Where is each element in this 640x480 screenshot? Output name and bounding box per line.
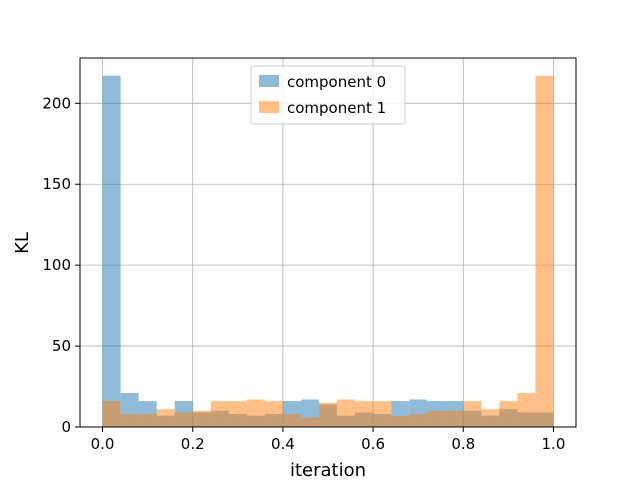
legend-swatch [259, 101, 279, 113]
histogram-bar-series-1 [445, 410, 464, 427]
x-tick-label: 0.6 [361, 435, 385, 453]
histogram-bar-series-1 [210, 401, 229, 427]
histogram-bar-series-1 [535, 75, 554, 427]
y-tick-label: 150 [42, 175, 71, 193]
histogram-bar-series-1 [174, 412, 193, 427]
histogram-bar-series-1 [391, 415, 410, 427]
histogram-bar-series-1 [138, 414, 157, 427]
legend-label: component 0 [287, 73, 386, 91]
histogram-bar-series-1 [192, 410, 211, 427]
histogram-bar-series-1 [102, 401, 121, 427]
x-tick-label: 0.4 [271, 435, 295, 453]
histogram-bar-series-1 [373, 401, 392, 427]
histogram-bar-series-1 [282, 414, 301, 427]
x-axis-ticks: 0.0 0.2 0.4 0.6 0.8 1.0 [91, 427, 566, 453]
y-axis-ticks: 0 50 100 150 200 [42, 94, 80, 436]
histogram-bar-series-1 [409, 414, 428, 427]
y-tick-label: 200 [42, 94, 71, 112]
histogram-bar-series-1 [228, 401, 247, 427]
x-tick-label: 1.0 [542, 435, 566, 453]
histogram-bar-series-1 [499, 401, 518, 427]
y-axis-label: KL [12, 232, 33, 254]
histogram-bar-series-1 [156, 409, 175, 427]
legend: component 0 component 1 [250, 65, 406, 125]
histogram-bar-series-1 [318, 402, 338, 427]
x-axis-label: iteration [290, 460, 366, 480]
y-tick-label: 50 [52, 337, 71, 355]
histogram-bar-series-1 [427, 410, 446, 427]
legend-swatch [259, 75, 279, 87]
histogram-bar-series-1 [246, 399, 265, 427]
x-tick-label: 0.0 [91, 435, 115, 453]
histogram-bar-series-0 [102, 75, 121, 427]
histogram-bar-series-1 [355, 401, 374, 427]
y-tick-label: 100 [42, 256, 71, 274]
x-tick-label: 0.8 [451, 435, 475, 453]
histogram-bar-series-1 [463, 401, 482, 427]
histogram-bar-series-1 [264, 401, 283, 427]
x-tick-label: 0.2 [181, 435, 205, 453]
histogram-bar-series-1 [517, 393, 536, 427]
histogram-bar-series-1 [120, 414, 139, 427]
y-tick-label: 0 [61, 418, 71, 436]
histogram-bar-series-1 [337, 399, 356, 427]
legend-box [250, 65, 406, 125]
plot-frame [79, 57, 577, 428]
histogram-bars [102, 75, 554, 427]
legend-label: component 1 [287, 99, 386, 117]
histogram-bar-series-1 [481, 409, 500, 427]
histogram-bar-series-1 [300, 417, 319, 427]
